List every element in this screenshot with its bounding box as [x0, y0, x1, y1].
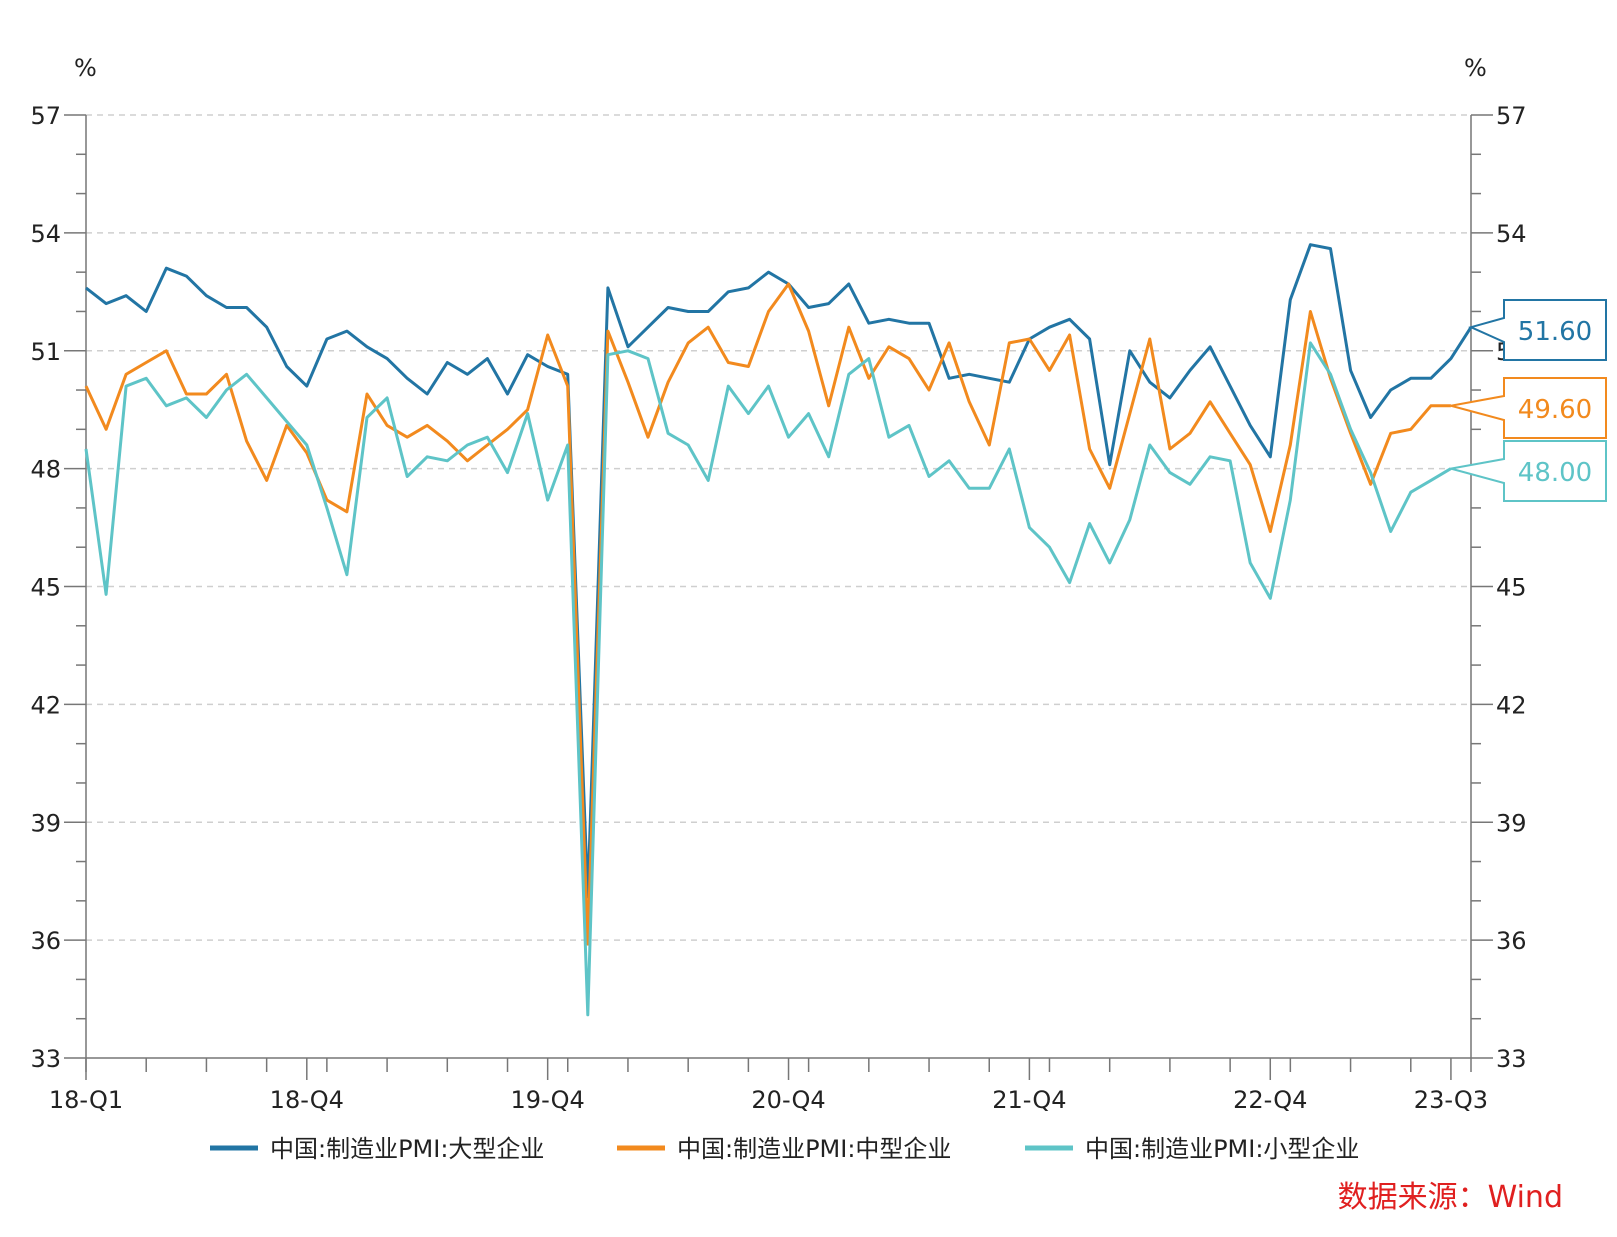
right-tick-label: 36 — [1496, 927, 1527, 955]
series-lines — [84, 243, 1473, 1017]
series-line-3 — [84, 341, 1452, 1017]
right-tick-label: 33 — [1496, 1045, 1527, 1073]
left-tick-label: 45 — [30, 574, 61, 602]
left-tick-label: 42 — [30, 691, 61, 719]
source-note: 数据来源：Wind — [1338, 1180, 1563, 1215]
legend-label-3: 中国:制造业PMI:小型企业 — [1085, 1135, 1359, 1163]
right-tick-label: 42 — [1496, 691, 1527, 719]
left-tick-label: 36 — [30, 927, 61, 955]
right-tick-label: 45 — [1496, 574, 1527, 602]
left-tick-label: 48 — [30, 456, 61, 484]
last-value-callouts: 51.60 49.60 48.00 — [1450, 299, 1607, 502]
right-unit-label: % — [1464, 54, 1487, 82]
callout-box-3 — [1450, 440, 1607, 502]
legend: 中国:制造业PMI:大型企业 中国:制造业PMI:中型企业 中国:制造业PMI:小型… — [210, 1135, 1359, 1163]
grid-lines — [86, 114, 1471, 941]
callout-value-2: 49.60 — [1518, 395, 1592, 425]
left-tick-label: 57 — [30, 102, 61, 130]
left-tick-label: 54 — [30, 220, 61, 248]
right-tick-label: 39 — [1496, 809, 1527, 837]
right-tick-label: 54 — [1496, 220, 1527, 248]
left-unit-label: % — [74, 54, 97, 82]
x-tick-label: 22-Q4 — [1233, 1086, 1307, 1114]
left-tick-label: 39 — [30, 809, 61, 837]
left-tick-label: 51 — [30, 338, 61, 366]
right-tick-label: 57 — [1496, 102, 1527, 130]
callout-box-2 — [1450, 377, 1607, 439]
x-tick-label: 20-Q4 — [751, 1086, 825, 1114]
series-line-1 — [85, 243, 1473, 899]
legend-label-2: 中国:制造业PMI:中型企业 — [677, 1135, 951, 1163]
x-tick-label: 21-Q4 — [992, 1086, 1066, 1114]
callout-value-3: 48.00 — [1518, 458, 1592, 488]
x-tick-label: 18-Q4 — [270, 1086, 344, 1114]
legend-label-1: 中国:制造业PMI:大型企业 — [270, 1135, 544, 1163]
callout-value-1: 51.60 — [1518, 317, 1592, 347]
series-line-2 — [84, 282, 1451, 946]
x-tick-label: 23-Q3 — [1414, 1086, 1488, 1114]
x-tick-label: 19-Q4 — [511, 1086, 585, 1114]
left-tick-label: 33 — [30, 1045, 61, 1073]
x-tick-label: 18-Q1 — [49, 1086, 123, 1114]
callout-box-1 — [1468, 299, 1607, 361]
axis-ticks: 33333636393942424545484851515454575718-Q… — [30, 102, 1526, 1114]
